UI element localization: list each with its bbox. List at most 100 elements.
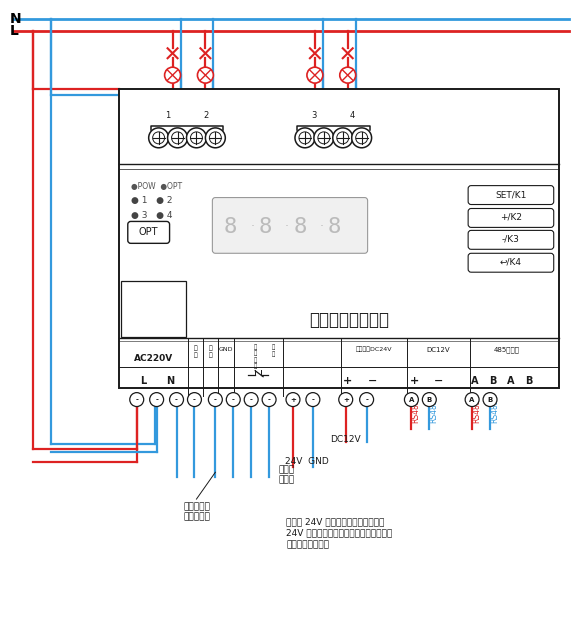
Circle shape [209,392,223,406]
Text: DC12V: DC12V [331,436,361,444]
Text: RS485+: RS485+ [429,392,438,424]
Text: 4: 4 [350,111,355,121]
Circle shape [172,132,183,144]
Circle shape [205,128,225,148]
Bar [119,89,559,388]
Text: -: - [250,397,253,402]
FancyBboxPatch shape [468,253,554,272]
Circle shape [150,392,164,406]
Circle shape [337,132,349,144]
Circle shape [423,392,436,406]
Text: 3: 3 [312,111,317,121]
Circle shape [209,132,221,144]
FancyBboxPatch shape [212,198,368,253]
Circle shape [360,392,373,406]
Circle shape [307,67,323,83]
Text: 无源常
开触点: 无源常 开触点 [278,465,294,484]
Text: 8: 8 [328,217,342,238]
Circle shape [339,392,353,406]
Text: 1: 1 [165,111,171,121]
Text: AC220V: AC220V [134,354,173,363]
Circle shape [314,128,334,148]
Text: ● 1   ● 2: ● 1 ● 2 [131,196,172,205]
Text: B: B [487,397,492,402]
Text: A: A [409,397,414,402]
Circle shape [187,128,206,148]
Text: 急
异: 急 异 [194,346,197,358]
Text: 消
防
号
馈: 消 防 号 馈 [254,345,257,369]
Text: +: + [290,397,296,402]
Circle shape [262,392,276,406]
Circle shape [130,392,144,406]
Circle shape [169,392,183,406]
Circle shape [333,128,353,148]
Circle shape [168,128,187,148]
Text: DC12V: DC12V [427,347,450,353]
FancyBboxPatch shape [468,231,554,249]
Circle shape [465,392,479,406]
Circle shape [286,392,300,406]
Text: GND: GND [219,347,234,352]
Text: A: A [507,376,514,386]
Circle shape [351,128,372,148]
Circle shape [191,132,202,144]
Text: B: B [490,376,497,386]
Text: RS485-: RS485- [412,396,420,424]
FancyBboxPatch shape [468,186,554,204]
Text: RS485+: RS485+ [490,392,499,424]
Text: 消防输入DC24V: 消防输入DC24V [355,347,392,352]
Circle shape [227,392,240,406]
Text: +/K2: +/K2 [500,213,522,222]
Circle shape [483,392,497,406]
Text: ● 3   ● 4: ● 3 ● 4 [131,211,172,220]
Text: N: N [166,376,175,386]
Text: -: - [268,397,271,402]
Circle shape [153,132,165,144]
Text: ●POW  ●OPT: ●POW ●OPT [131,182,182,191]
Circle shape [198,67,213,83]
Text: SET/K1: SET/K1 [495,190,527,199]
Circle shape [149,128,169,148]
Text: 当消防 24V 输入时模块强启或强切，
24V 断开时模块恢复执行原状态（可选择
消防强启，强切）: 当消防 24V 输入时模块强启或强切， 24V 断开时模块恢复执行原状态（可选择… [286,517,392,549]
Circle shape [306,392,320,406]
Text: N: N [9,12,21,26]
Circle shape [299,132,311,144]
Circle shape [165,67,180,83]
Text: 8: 8 [293,217,307,238]
Text: .: . [320,216,324,229]
Text: -: - [135,397,138,402]
Circle shape [244,392,258,406]
Text: 8: 8 [258,217,272,238]
Text: -: - [312,397,314,402]
Text: -: - [155,397,158,402]
Circle shape [355,132,368,144]
Text: L: L [140,376,147,386]
Text: .: . [250,216,254,229]
Text: RS485-: RS485- [472,396,481,424]
Text: -: - [214,397,217,402]
Circle shape [187,392,201,406]
Text: 24V  GND: 24V GND [285,458,329,466]
FancyBboxPatch shape [121,281,187,337]
Text: B: B [427,397,432,402]
Text: L: L [9,24,18,38]
Text: OPT: OPT [139,228,158,238]
Circle shape [405,392,418,406]
Circle shape [340,67,355,83]
Text: B: B [525,376,532,386]
FancyBboxPatch shape [128,221,169,243]
Text: 485数据口: 485数据口 [494,347,520,354]
Text: 2: 2 [203,111,209,121]
Text: +: + [343,376,353,386]
Text: -/K3: -/K3 [502,235,520,244]
Circle shape [295,128,315,148]
Text: .: . [285,216,289,229]
Text: 智能照明控制模块: 智能照明控制模块 [309,311,389,329]
Text: A: A [471,376,479,386]
Circle shape [318,132,330,144]
Text: -: - [175,397,178,402]
Text: -: - [193,397,196,402]
Text: 消防干接点
或外接总开: 消防干接点 或外接总开 [183,502,210,521]
Text: 备
用: 备 用 [209,346,212,358]
Text: −: − [368,376,377,386]
